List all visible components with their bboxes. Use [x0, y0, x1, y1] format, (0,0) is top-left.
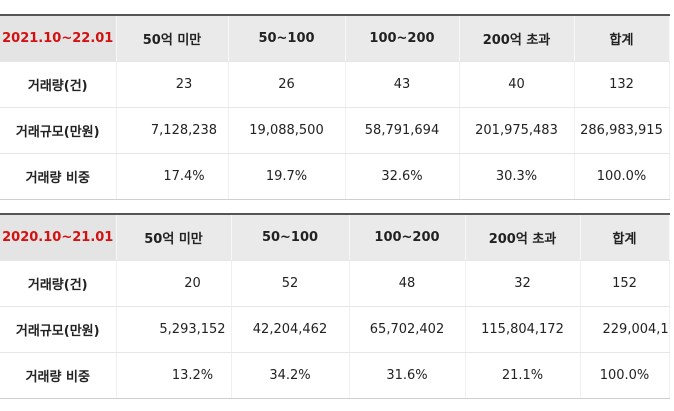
table-cell: 58,791,694	[345, 107, 460, 154]
table-cell: 48	[349, 260, 466, 307]
table-cell: 19,088,500	[228, 107, 346, 154]
table-cell: 65,702,402	[349, 306, 466, 353]
row-label: 거래량(건)	[0, 61, 117, 108]
column-header: 50억 미만	[116, 214, 232, 261]
table-row: 거래량 비중 17.4% 19.7% 32.6% 30.3% 100.0%	[0, 153, 670, 200]
table-cell: 21.1%	[465, 352, 581, 399]
column-header: 100~200	[345, 15, 460, 62]
table-cell: 286,983,915	[574, 107, 670, 154]
table-cell: 43	[345, 61, 460, 108]
column-header: 200억 초과	[459, 15, 575, 62]
table-row: 거래규모(만원) 5,293,152 42,204,462 65,702,402…	[0, 306, 670, 353]
transaction-table-2021: 2021.10~22.01 50억 미만 50~100 100~200 200억…	[0, 14, 670, 200]
table-cell: 19.7%	[228, 153, 346, 200]
table-row: 거래량 비중 13.2% 34.2% 31.6% 21.1% 100.0%	[0, 352, 670, 399]
period-label: 2020.10~21.01	[0, 214, 117, 261]
column-header: 50~100	[231, 214, 350, 261]
column-header: 200억 초과	[465, 214, 581, 261]
table-cell: 26	[228, 61, 346, 108]
table-row: 거래량(건) 23 26 43 40 132	[0, 61, 670, 108]
row-label: 거래규모(만원)	[0, 107, 117, 154]
table-cell: 42,204,462	[231, 306, 350, 353]
table-cell: 31.6%	[349, 352, 466, 399]
row-label: 거래량 비중	[0, 352, 117, 399]
table-cell: 152	[580, 260, 670, 307]
table-row: 거래량(건) 20 52 48 32 152	[0, 260, 670, 307]
table-cell: 20	[116, 260, 232, 307]
row-label: 거래량 비중	[0, 153, 117, 200]
column-header: 합계	[580, 214, 670, 261]
table-cell: 100.0%	[580, 352, 670, 399]
table-cell: 100.0%	[574, 153, 670, 200]
column-header: 50~100	[228, 15, 346, 62]
table-cell: 115,804,172	[465, 306, 581, 353]
table-cell: 229,004,188	[580, 306, 670, 353]
row-label: 거래량(건)	[0, 260, 117, 307]
table-cell: 132	[574, 61, 670, 108]
table-header-row: 2020.10~21.01 50억 미만 50~100 100~200 200억…	[0, 214, 670, 261]
table-cell: 40	[459, 61, 575, 108]
table-cell: 34.2%	[231, 352, 350, 399]
table-cell: 13.2%	[116, 352, 232, 399]
column-header: 100~200	[349, 214, 466, 261]
table-cell: 32	[465, 260, 581, 307]
table-header-row: 2021.10~22.01 50억 미만 50~100 100~200 200억…	[0, 15, 670, 62]
table-cell: 7,128,238	[116, 107, 229, 154]
table-cell: 23	[116, 61, 229, 108]
row-label: 거래규모(만원)	[0, 306, 117, 353]
table-row: 거래규모(만원) 7,128,238 19,088,500 58,791,694…	[0, 107, 670, 154]
table-cell: 52	[231, 260, 350, 307]
table-cell: 5,293,152	[116, 306, 232, 353]
column-header: 합계	[574, 15, 670, 62]
table-cell: 32.6%	[345, 153, 460, 200]
column-header: 50억 미만	[116, 15, 229, 62]
table-cell: 201,975,483	[459, 107, 575, 154]
period-label: 2021.10~22.01	[0, 15, 117, 62]
table-cell: 17.4%	[116, 153, 229, 200]
table-cell: 30.3%	[459, 153, 575, 200]
transaction-table-2020: 2020.10~21.01 50억 미만 50~100 100~200 200억…	[0, 213, 670, 399]
